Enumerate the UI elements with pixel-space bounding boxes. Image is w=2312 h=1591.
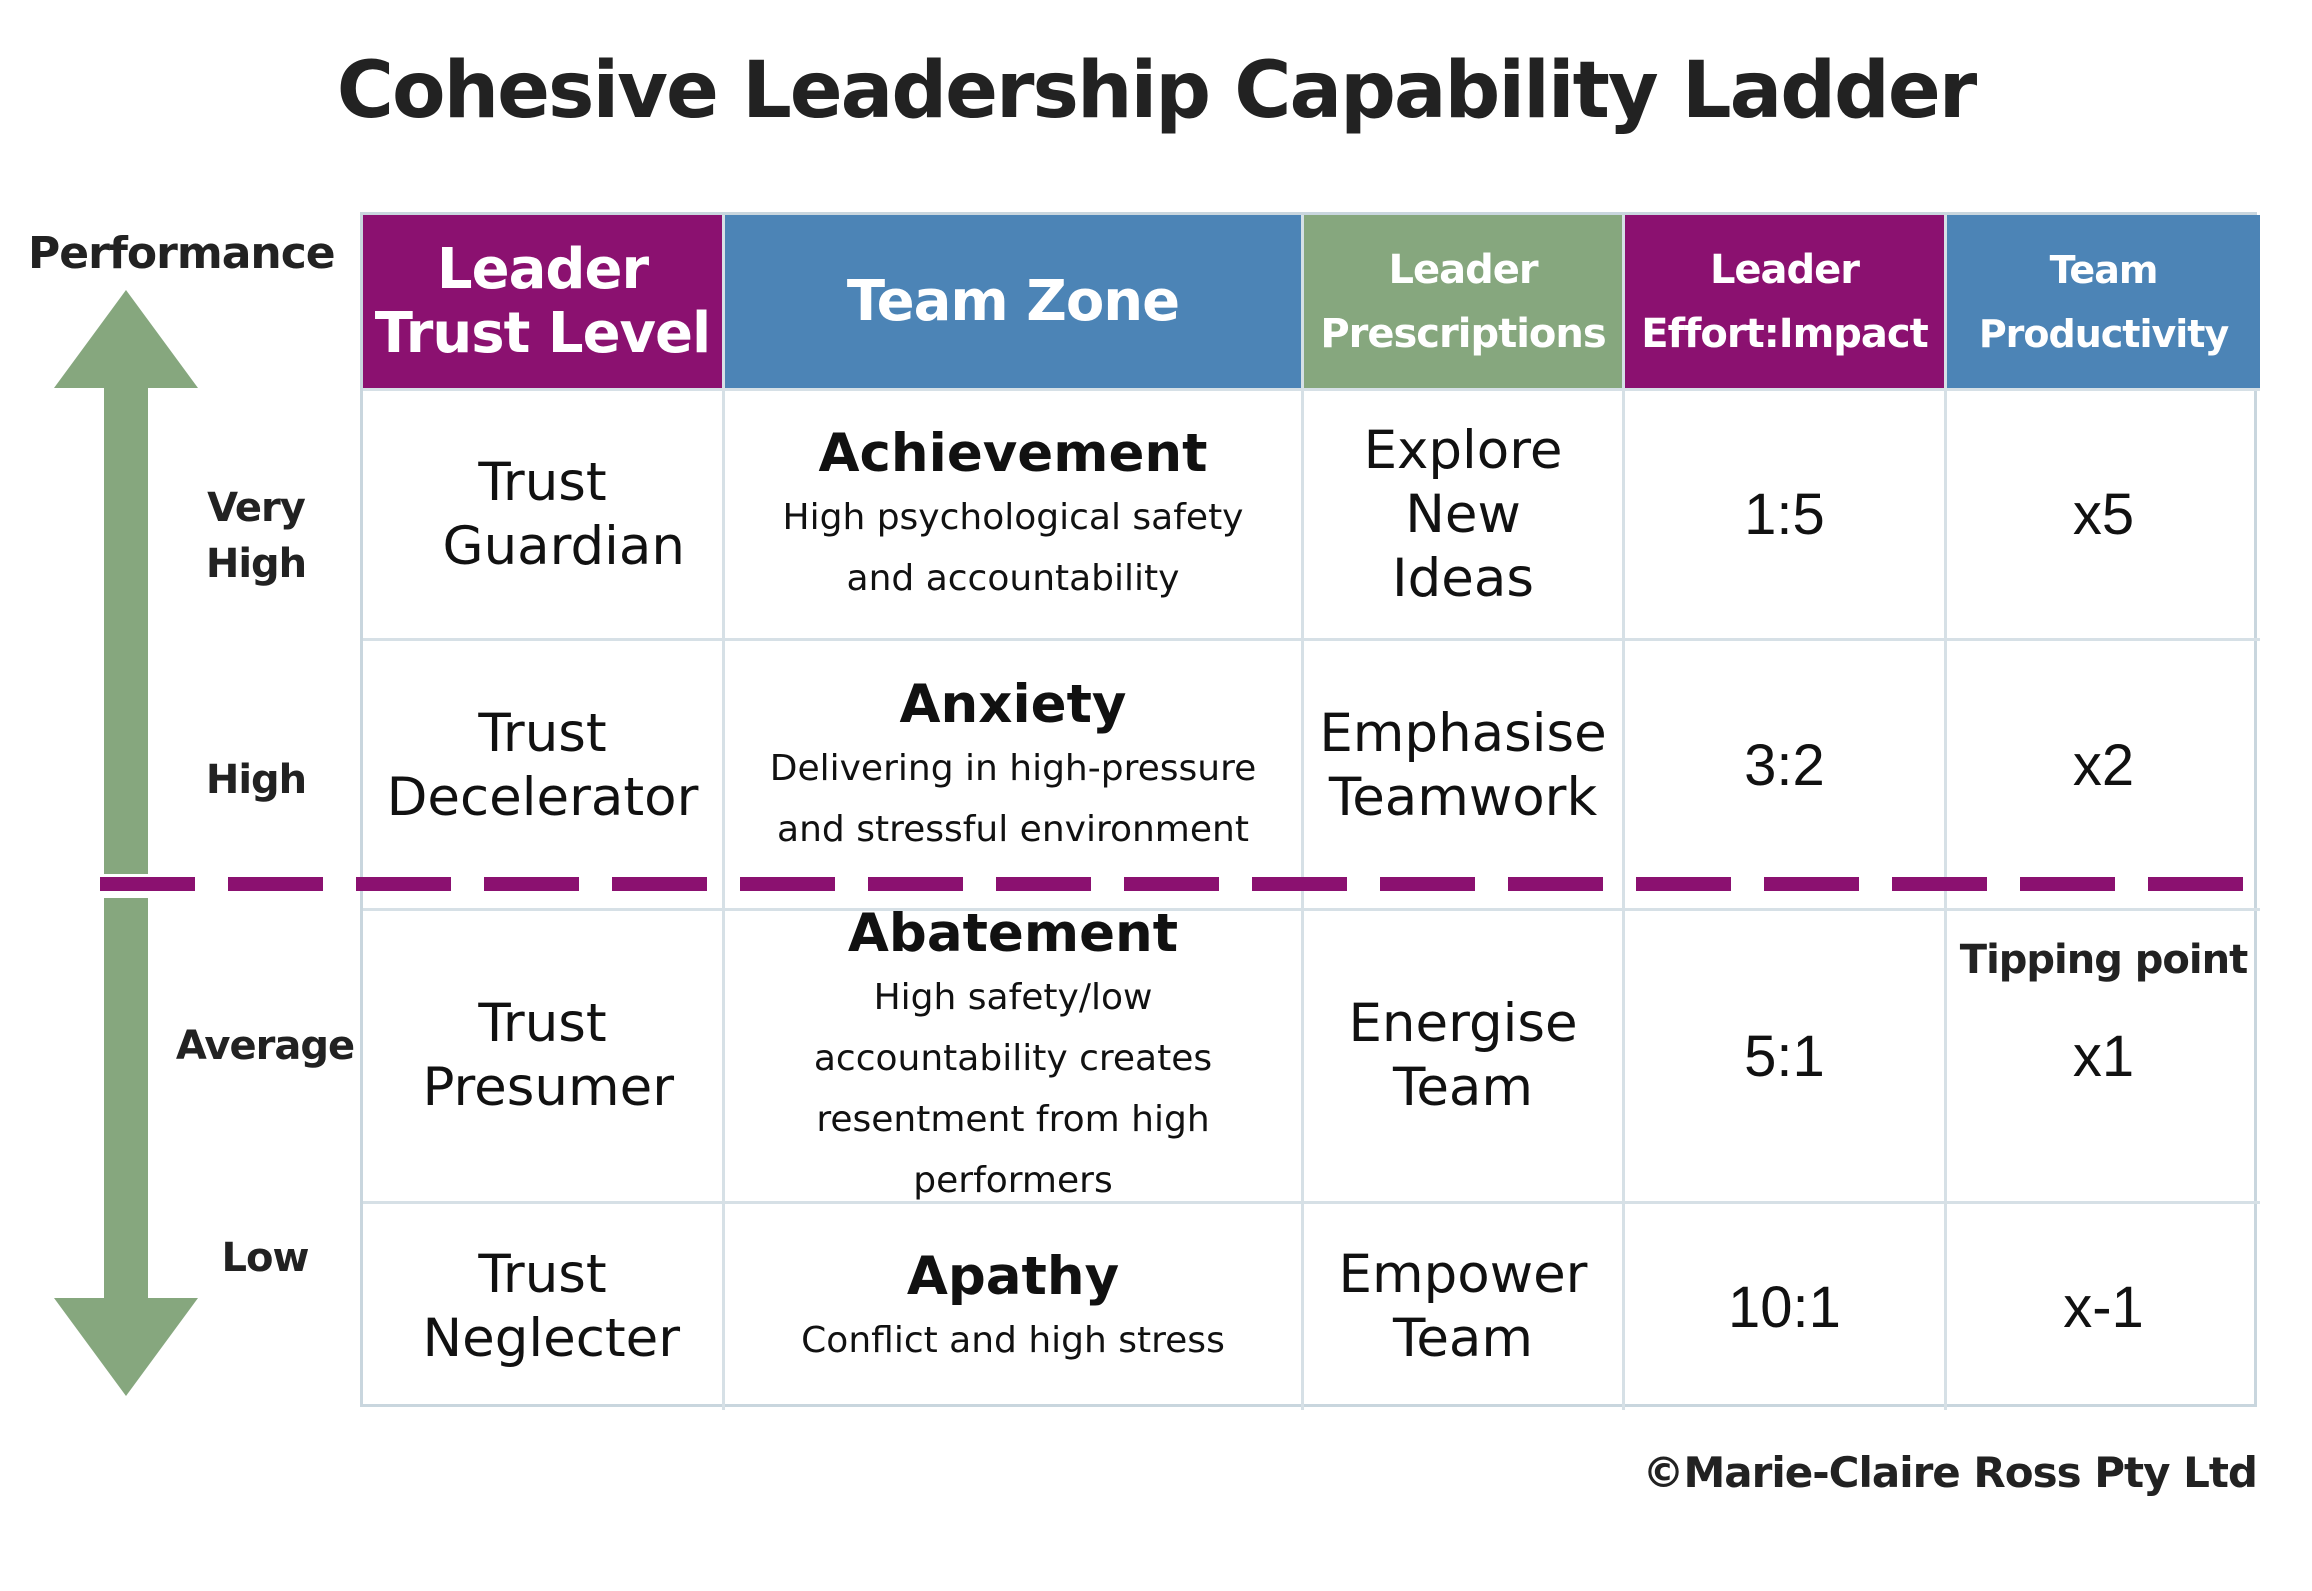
header-team-productivity: Team Productivity: [1947, 215, 2260, 391]
effort-impact-value: 3:2: [1744, 733, 1825, 798]
table-row-4-productivity: x-1: [1947, 1204, 2260, 1410]
table-row-1-prescription: Explore New Ideas: [1304, 391, 1625, 641]
level-label-high: High: [205, 757, 307, 803]
zone-title: Achievement: [818, 422, 1208, 484]
prescription-text: Energise Team: [1348, 993, 1578, 1118]
header-leader-effort-impact: Leader Effort:Impact: [1625, 215, 1947, 391]
level-label-average: Average: [175, 1023, 355, 1069]
page-title: Cohesive Leadership Capability Ladder: [336, 46, 1978, 136]
productivity-value: x5: [2072, 482, 2135, 547]
trust-level-text: Trust Neglecter: [422, 1244, 681, 1369]
zone-description: Conflict and high stress: [801, 1319, 1225, 1361]
table-row-1-zone: Achievement High psychological safety an…: [725, 391, 1304, 641]
table-row-3-effort-impact: 5:1: [1625, 911, 1947, 1204]
zone-title: Abatement: [847, 903, 1179, 964]
zone-description: Delivering in high-pressure and stressfu…: [769, 747, 1257, 850]
header-leader-trust-level: Leader Trust Level: [363, 215, 725, 391]
table-row-1-effort-impact: 1:5: [1625, 391, 1947, 641]
table-row-4-effort-impact: 10:1: [1625, 1204, 1947, 1410]
table-row-4-trust: Trust Neglecter: [363, 1204, 725, 1410]
arrow-down-head: [54, 1298, 198, 1396]
effort-impact-value: 10:1: [1728, 1274, 1841, 1340]
table-row-1-productivity: x5: [1947, 391, 2260, 641]
trust-level-text: Trust Decelerator: [386, 702, 699, 828]
performance-axis-label: Performance: [28, 228, 336, 279]
zone-title: Anxiety: [899, 673, 1127, 735]
zone-description: High safety/low accountability creates r…: [813, 977, 1213, 1201]
prescription-text: Emphasise Teamwork: [1319, 702, 1607, 828]
productivity-value: x1: [2072, 1023, 2135, 1089]
level-label-low: Low: [221, 1235, 310, 1281]
table-row-2-trust: Trust Decelerator: [363, 641, 725, 911]
arrow-up-head: [54, 290, 198, 388]
table-row-3-prescription: Energise Team: [1304, 911, 1625, 1204]
table-row-2-prescription: Emphasise Teamwork: [1304, 641, 1625, 911]
table-row-2-productivity: x2: [1947, 641, 2260, 911]
table-row-4-zone: Apathy Conflict and high stress: [725, 1204, 1304, 1410]
arrow-shaft-lower: [104, 898, 148, 1300]
zone-description: High psychological safety and accountabi…: [782, 496, 1244, 599]
productivity-value: x-1: [2063, 1274, 2144, 1340]
productivity-value: x2: [2072, 733, 2135, 798]
table-row-2-effort-impact: 3:2: [1625, 641, 1947, 911]
prescription-text: Empower Team: [1338, 1244, 1588, 1369]
table-row-3-zone: Abatement High safety/low accountability…: [725, 903, 1304, 1204]
table-row-3-trust: Trust Presumer: [363, 911, 725, 1204]
tipping-point-note: Tipping point: [1959, 937, 2248, 983]
effort-impact-value: 1:5: [1744, 482, 1825, 547]
arrow-shaft-upper: [104, 386, 148, 874]
prescription-text: Explore New Ideas: [1363, 419, 1563, 609]
capability-table: Leader Trust Level Team Zone Leader Pres…: [360, 212, 2260, 1410]
header-leader-prescriptions: Leader Prescriptions: [1304, 215, 1625, 391]
table-row-1-trust: Trust Guardian: [363, 391, 725, 641]
table-row-4-prescription: Empower Team: [1304, 1204, 1625, 1410]
effort-impact-value: 5:1: [1744, 1023, 1825, 1089]
header-team-zone: Team Zone: [725, 215, 1304, 391]
zone-title: Apathy: [906, 1245, 1120, 1307]
table-row-2-zone: Anxiety Delivering in high-pressure and …: [725, 641, 1304, 911]
table-row-3-productivity: Tipping point x1: [1947, 911, 2260, 1204]
copyright-notice: ©Marie-Claire Ross Pty Ltd: [1642, 1448, 2258, 1497]
level-label-very-high: Very High: [205, 485, 307, 587]
trust-level-text: Trust Presumer: [422, 993, 675, 1118]
